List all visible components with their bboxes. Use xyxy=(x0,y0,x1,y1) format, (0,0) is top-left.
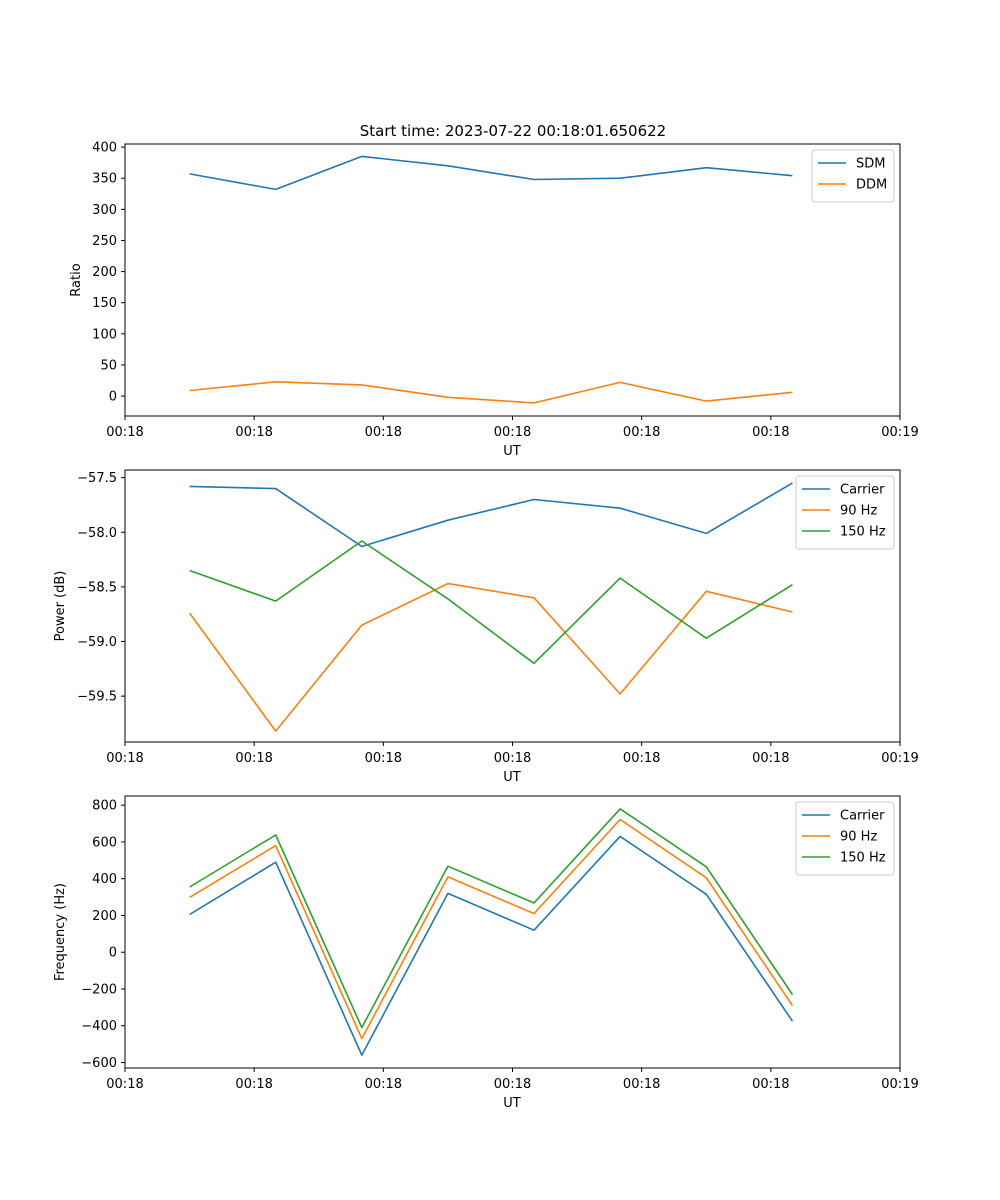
frequency-legend-label-90-hz: 90 Hz xyxy=(840,830,877,845)
ratio-y-tick-label: 350 xyxy=(92,172,117,187)
ratio-x-tick-label: 00:18 xyxy=(494,425,531,440)
frequency-x-axis-label: UT xyxy=(503,1096,521,1111)
power-x-tick-label: 00:19 xyxy=(881,751,918,766)
frequency-y-axis-label: Frequency (Hz) xyxy=(53,883,68,981)
power-y-tick-label: −57.5 xyxy=(77,471,117,486)
power-panel: 00:18 00:18 00:18 00:18 00:18 00:18 00:19 −57.5… xyxy=(53,469,919,785)
frequency-x-tick-label: 00:18 xyxy=(235,1077,272,1092)
frequency-y-tick-label: 400 xyxy=(92,872,117,887)
power-x-tick-label: 00:18 xyxy=(365,751,402,766)
ratio-x-tick-label: 00:18 xyxy=(106,425,143,440)
ratio-y-tick-label: 400 xyxy=(92,141,117,156)
power-legend-label-150-hz: 150 Hz xyxy=(840,525,886,540)
ratio-legend-label-ddm: DDM xyxy=(856,178,887,193)
frequency-panel: 00:18 00:18 00:18 00:18 00:18 00:18 00:19 800 60… xyxy=(53,795,919,1111)
frequency-series-line-90-hz xyxy=(189,818,794,1040)
ratio-x-tick-label: 00:18 xyxy=(235,425,272,440)
ratio-y-tick-label: 300 xyxy=(92,203,117,218)
frequency-x-tick-label: 00:18 xyxy=(752,1077,789,1092)
frequency-series-line-150-hz xyxy=(189,808,794,1029)
ratio-x-tick-label: 00:18 xyxy=(752,425,789,440)
power-x-axis-label: UT xyxy=(503,770,521,785)
power-y-tick-label: −58.0 xyxy=(77,526,117,541)
power-series-line-carrier xyxy=(189,482,793,548)
power-x-tick-label: 00:18 xyxy=(623,751,660,766)
ratio-legend-label-sdm: SDM xyxy=(856,157,885,172)
frequency-series-line-carrier xyxy=(189,835,794,1056)
ratio-y-tick-label: 0 xyxy=(109,390,117,405)
ratio-x-tick-label: 00:18 xyxy=(365,425,402,440)
ratio-y-tick-label: 150 xyxy=(92,296,117,311)
frequency-y-tick-label: 0 xyxy=(109,946,117,961)
frequency-y-tick-label: 800 xyxy=(92,799,117,814)
power-series-line-150-hz xyxy=(189,540,793,665)
frequency-x-tick-label: 00:18 xyxy=(365,1077,402,1092)
power-y-tick-label: −58.5 xyxy=(77,580,117,595)
ratio-series-line-sdm xyxy=(189,155,793,191)
ratio-series-line-ddm xyxy=(189,380,793,404)
ratio-x-axis-label: UT xyxy=(503,444,521,459)
frequency-x-tick-label: 00:18 xyxy=(623,1077,660,1092)
frequency-y-tick-label: 200 xyxy=(92,909,117,924)
ratio-y-tick-label: 50 xyxy=(100,358,117,373)
ratio-panel: 00:18 00:18 00:18 00:18 00:18 00:18 00:19 0 50 10… xyxy=(69,141,919,459)
frequency-x-tick-label: 00:18 xyxy=(106,1077,143,1092)
power-x-tick-label: 00:18 xyxy=(494,751,531,766)
frequency-y-tick-label: −600 xyxy=(81,1056,117,1071)
power-y-tick-label: −59.5 xyxy=(77,690,117,705)
power-x-tick-label: 00:18 xyxy=(235,751,272,766)
ratio-y-tick-label: 200 xyxy=(92,265,117,280)
frequency-legend-label-150-hz: 150 Hz xyxy=(840,851,886,866)
power-x-tick-label: 00:18 xyxy=(106,751,143,766)
ratio-x-tick-label: 00:19 xyxy=(881,425,918,440)
frequency-y-tick-label: −400 xyxy=(81,1019,117,1034)
frequency-x-tick-label: 00:19 xyxy=(881,1077,918,1092)
frequency-y-tick-label: 600 xyxy=(92,835,117,850)
power-legend-label-carrier: Carrier xyxy=(840,483,885,498)
figure-title: Start time: 2023-07-22 00:18:01.650622 xyxy=(360,122,666,140)
frequency-y-tick-label: −200 xyxy=(81,982,117,997)
frequency-legend-label-carrier: Carrier xyxy=(840,809,885,824)
power-legend-label-90-hz: 90 Hz xyxy=(840,504,877,519)
power-y-axis-label: Power (dB) xyxy=(53,571,68,642)
frequency-x-tick-label: 00:18 xyxy=(494,1077,531,1092)
ratio-y-tick-label: 250 xyxy=(92,234,117,249)
power-y-tick-label: −59.0 xyxy=(77,635,117,650)
power-series-line-90-hz xyxy=(188,582,793,732)
power-x-tick-label: 00:18 xyxy=(752,751,789,766)
ratio-x-tick-label: 00:18 xyxy=(623,425,660,440)
ratio-y-axis-label: Ratio xyxy=(69,263,84,296)
ratio-y-tick-label: 100 xyxy=(92,327,117,342)
